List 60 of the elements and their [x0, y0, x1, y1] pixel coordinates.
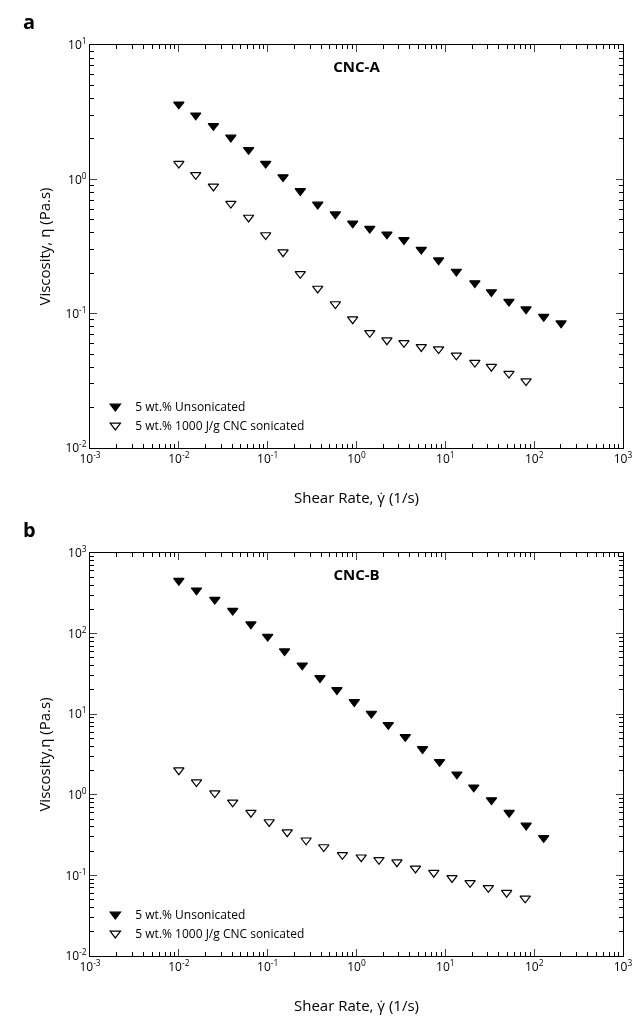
- x-tick-label: 10$^{0}$: [347, 449, 366, 468]
- point: [469, 280, 481, 289]
- point: [245, 809, 257, 818]
- point: [173, 767, 185, 776]
- legend-label: 5 wt.% 1000 J/g CNC sonicated: [135, 417, 305, 435]
- text: CNC-A: [333, 55, 381, 76]
- text: CNC-B: [333, 563, 380, 584]
- x-tick-label: 10$^{-1}$: [257, 449, 279, 468]
- point: [451, 771, 463, 780]
- point: [173, 160, 185, 169]
- point: [503, 298, 515, 307]
- x-tick-label: 10$^{3}$: [613, 957, 633, 976]
- y-tick-label: 10$^{3}$: [68, 543, 87, 562]
- x-tick-label: 10$^{3}$: [613, 449, 633, 468]
- x-tick-label: 10$^{-2}$: [168, 957, 190, 976]
- point: [398, 237, 410, 246]
- point: [381, 337, 393, 346]
- point: [245, 621, 257, 630]
- point: [209, 596, 221, 605]
- point: [520, 822, 532, 831]
- point: [225, 200, 237, 209]
- x-axis-title: Shear Rate, γ̇ (1/s): [294, 487, 419, 507]
- x-tick-label: 10$^{1}$: [436, 449, 455, 468]
- point: [173, 101, 185, 110]
- y-tick-label: 10$^{-1}$: [65, 303, 87, 322]
- point: [331, 687, 343, 696]
- text: b: [23, 516, 36, 543]
- legend-label: 5 wt.% Unsonicated: [135, 398, 246, 416]
- point: [314, 675, 326, 684]
- point: [520, 306, 532, 315]
- point: [277, 249, 289, 258]
- y-tick-label: 10$^{2}$: [68, 623, 87, 642]
- y-tick-label: 10$^{1}$: [68, 35, 87, 54]
- y-tick-label: 10$^{-1}$: [65, 865, 87, 884]
- y-tick-label: 10$^{0}$: [68, 784, 87, 803]
- point: [263, 819, 275, 828]
- point: [503, 809, 515, 818]
- legend-label: 5 wt.% 1000 J/g CNC sonicated: [135, 925, 305, 943]
- point: [209, 790, 221, 799]
- point: [520, 378, 532, 387]
- point: [277, 174, 289, 183]
- point: [503, 370, 515, 379]
- y-axis-title: Viscosity, η (Pa.s): [34, 187, 54, 306]
- y-axis-title: Viscosity,η (Pa.s): [34, 697, 54, 812]
- x-tick-label: 10$^{2}$: [524, 957, 544, 976]
- x-tick-label: 10$^{-2}$: [168, 449, 190, 468]
- legend-label: 5 wt.% Unsonicated: [135, 906, 246, 924]
- y-tick-label: 10$^{0}$: [68, 169, 87, 188]
- point: [555, 320, 567, 329]
- x-tick-label: 10$^{-1}$: [257, 957, 279, 976]
- text: a: [23, 8, 36, 35]
- x-tick-label: 10$^{0}$: [347, 957, 366, 976]
- point: [225, 134, 237, 143]
- x-tick-label: 10$^{2}$: [524, 449, 544, 468]
- point: [469, 359, 481, 368]
- point: [173, 577, 185, 586]
- y-tick-label: 10$^{1}$: [68, 704, 87, 723]
- x-axis-title: Shear Rate, γ̇ (1/s): [294, 995, 419, 1015]
- x-tick-label: 10$^{1}$: [436, 957, 455, 976]
- point: [381, 231, 393, 240]
